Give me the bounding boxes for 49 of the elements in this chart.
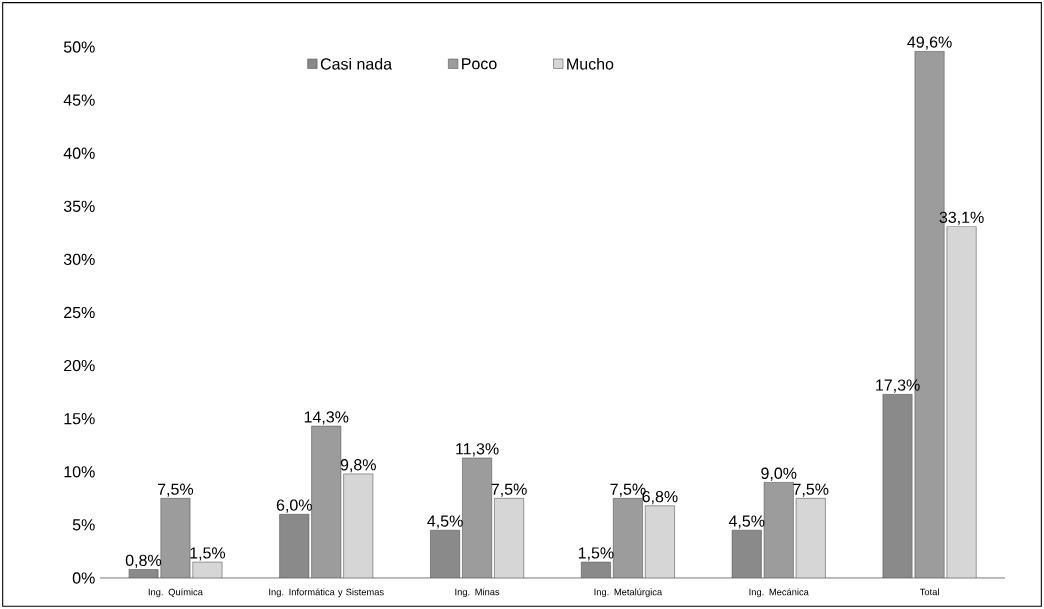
- y-tick-label: 45%: [63, 94, 95, 106]
- bar: [946, 226, 977, 578]
- x-tick-label: Ing. Minas: [455, 588, 500, 598]
- data-label: 1,5%: [190, 547, 226, 561]
- data-label: 1,5%: [578, 547, 614, 561]
- bar: [160, 498, 191, 578]
- y-tick-label: 0%: [72, 572, 95, 584]
- x-tick-label: Total: [919, 588, 939, 596]
- data-label: 4,5%: [728, 515, 765, 529]
- data-label: 6,0%: [276, 499, 312, 513]
- bar: [494, 498, 525, 578]
- data-label: 11,3%: [456, 443, 499, 457]
- y-tick-label: 35%: [63, 200, 95, 212]
- bar: [580, 561, 611, 578]
- bar: [795, 498, 826, 578]
- data-label: 33,1%: [939, 211, 984, 225]
- y-tick-label: 30%: [63, 253, 95, 266]
- x-tick-label: Ing. Mecánica: [749, 588, 809, 598]
- bar: [430, 529, 461, 578]
- x-tick-label: Ing. Química: [148, 588, 203, 598]
- data-label: 7,5%: [158, 483, 194, 497]
- y-tick-label: 20%: [64, 359, 95, 372]
- data-label: 17,3%: [876, 379, 920, 393]
- legend-label: Poco: [462, 58, 497, 70]
- y-tick-label: 50%: [63, 41, 95, 53]
- bar: [644, 505, 675, 578]
- data-label: 49,6%: [907, 36, 952, 50]
- y-tick-label: 25%: [64, 306, 95, 319]
- bar: [882, 393, 913, 578]
- data-label: 7,5%: [793, 483, 829, 497]
- data-label: 0,8%: [125, 554, 162, 568]
- data-label: 7,5%: [491, 483, 527, 497]
- legend-label: Casi nada: [320, 57, 393, 70]
- data-label: 9,8%: [340, 459, 376, 473]
- data-label: 9,0%: [761, 467, 797, 481]
- data-label: 14,3%: [304, 411, 349, 425]
- bar: [343, 473, 374, 578]
- bar: [612, 498, 643, 578]
- y-tick-label: 5%: [72, 519, 95, 531]
- bar: [763, 482, 794, 578]
- x-tick-label: Ing. Metalúrgica: [594, 588, 663, 598]
- legend-label: Mucho: [567, 57, 614, 70]
- bar: [311, 425, 342, 578]
- data-label: 4,5%: [427, 515, 463, 529]
- y-tick-label: 10%: [64, 466, 95, 478]
- y-tick-label: 40%: [63, 147, 95, 159]
- x-tick-label: Ing. Informática y Sistemas: [269, 588, 384, 598]
- bar: [462, 457, 493, 578]
- y-tick-label: 15%: [64, 413, 95, 425]
